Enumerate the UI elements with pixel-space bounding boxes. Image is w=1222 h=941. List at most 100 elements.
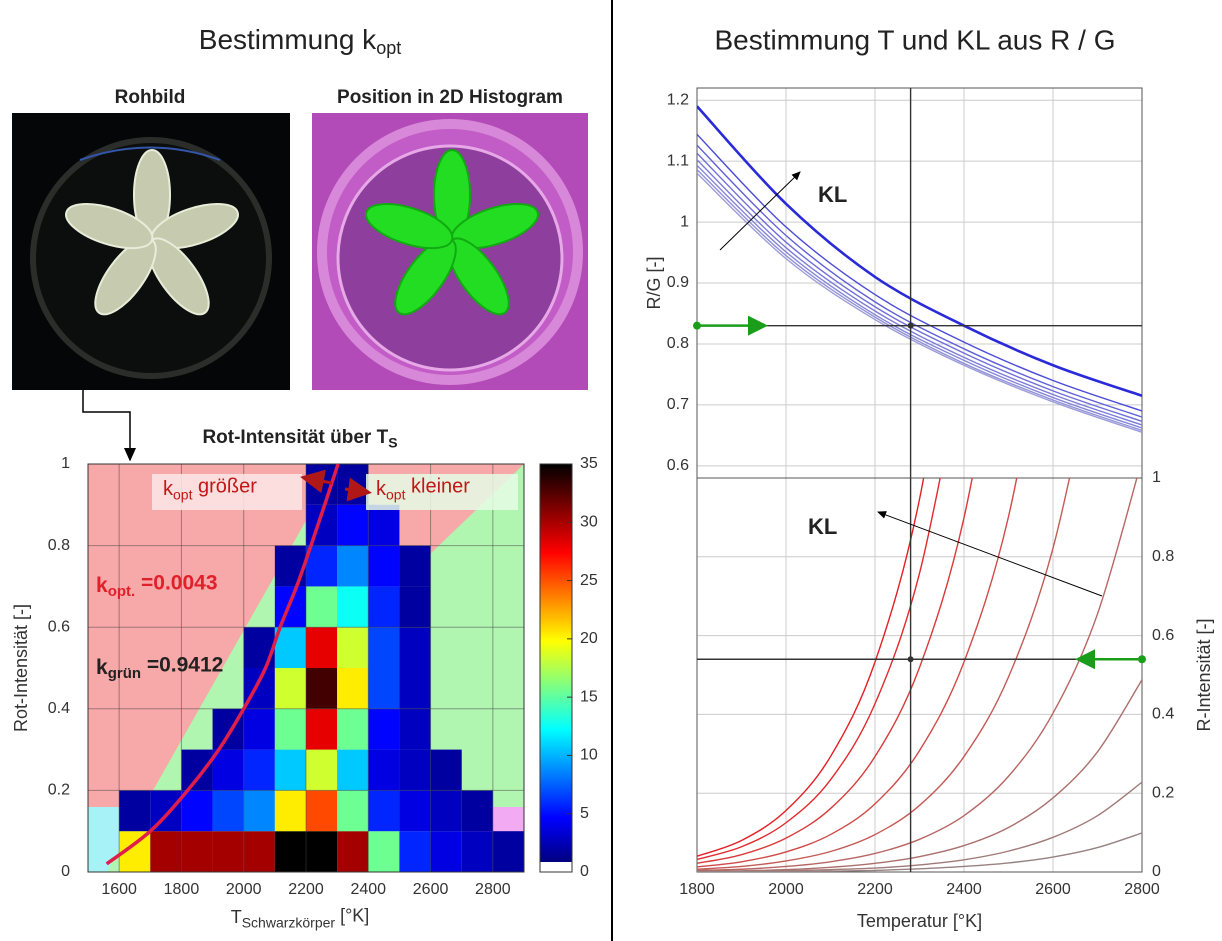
heat-cell: [337, 627, 369, 668]
x-tick-label: 2600: [413, 881, 449, 898]
subscript: opt: [376, 38, 401, 58]
x-tick-label: 1800: [164, 881, 200, 898]
annotation-arrow: [300, 469, 333, 494]
x-tick-label: 2200: [288, 881, 324, 898]
colorbar-tick-label: 30: [580, 514, 598, 531]
y-tick-label: 0: [1152, 863, 1161, 880]
y-tick-label: 0.8: [48, 537, 70, 554]
y-axis-label: R/G [-]: [644, 257, 664, 310]
heat-cell: [88, 790, 119, 831]
heat-cell: [244, 505, 275, 546]
heat-cell: [399, 505, 430, 546]
series-line: [697, 478, 1018, 868]
heat-cell: [337, 504, 369, 546]
heat-cell: [368, 545, 400, 587]
heat-cell: [368, 586, 400, 628]
y-tick-label: 0.6: [667, 457, 689, 474]
heat-cell: [337, 790, 369, 832]
heat-cell: [461, 831, 493, 872]
k-green-value: kgrün =0.9412: [96, 653, 223, 682]
heat-cell: [337, 668, 369, 709]
y-tick-label: 0.9: [667, 274, 689, 291]
x-tick-label: 2400: [946, 881, 982, 898]
heat-cell: [306, 749, 338, 791]
heat-cell: [493, 505, 524, 546]
right-title: Bestimmung T und KL aus R / G: [714, 24, 1115, 55]
heat-cell: [119, 464, 150, 505]
series-line: [697, 169, 1142, 432]
y-tick-label: 0.8: [1152, 548, 1174, 565]
subscript: opt.: [108, 583, 136, 600]
heat-cell: [274, 831, 306, 872]
heat-cell: [274, 790, 306, 832]
y2-axis-label: R-Intensität [-]: [1194, 618, 1214, 731]
series-line: [697, 478, 1138, 872]
series-line: [697, 144, 1142, 418]
y-tick-label: 0.2: [1152, 784, 1174, 801]
heat-cell: [368, 668, 400, 709]
heat-cell: [274, 749, 306, 791]
y-tick-label: 0.8: [667, 335, 689, 352]
series-line: [697, 152, 1142, 422]
heat-cell: [368, 504, 400, 546]
x-tick-label: 2400: [350, 881, 386, 898]
series-line: [697, 164, 1142, 429]
heat-cell: [212, 831, 244, 872]
heat-cell: [493, 668, 524, 709]
heat-cell: [274, 545, 306, 587]
left-title: Bestimmung kopt: [199, 24, 401, 58]
heat-cell: [492, 831, 524, 872]
heat-cell: [399, 627, 431, 668]
heat-cell: [274, 627, 306, 668]
colorbar-tick-label: 10: [580, 747, 598, 764]
leaf: [65, 203, 154, 250]
heat-cell: [306, 708, 338, 750]
subscript: S: [388, 434, 397, 450]
heat-cell: [399, 586, 431, 628]
heat-cell: [243, 708, 275, 750]
y-tick-label: 0: [61, 863, 70, 880]
heat-cell: [337, 545, 369, 587]
raw-image: [12, 113, 290, 390]
heat-cell: [88, 709, 119, 750]
heat-cell: [431, 627, 462, 668]
k-opt-value: kopt. =0.0043: [96, 571, 218, 600]
series-line: [697, 159, 1142, 426]
heat-cell: [399, 831, 431, 872]
series-line: [697, 478, 941, 861]
heat-cell: [181, 790, 213, 832]
heat-cell: [431, 709, 462, 750]
text-part: =0.0043: [135, 571, 217, 594]
heat-cell: [462, 668, 493, 709]
heat-cell: [274, 708, 306, 750]
heat-cell: [181, 505, 212, 546]
heat-cell: [119, 750, 150, 791]
heat-cell: [493, 709, 524, 750]
subscript: opt: [386, 486, 406, 502]
series-line: [697, 478, 973, 865]
plant: [65, 149, 239, 316]
y-tick-label: 1: [680, 213, 689, 230]
colorbar-tick-label: 20: [580, 630, 598, 647]
heat-cell: [306, 668, 338, 709]
heat-cell: [399, 545, 431, 587]
series-line: [697, 478, 1071, 870]
image-label: Rohbild: [115, 87, 186, 108]
y-tick-label: 1.1: [667, 152, 689, 169]
heat-cell: [493, 750, 524, 791]
intersection: [907, 322, 914, 329]
heat-cell: [368, 708, 400, 750]
heat-cell: [212, 749, 244, 791]
heat-cell: [119, 709, 150, 750]
colorbar-zero: [540, 862, 572, 872]
x-tick-label: 2200: [857, 881, 893, 898]
heat-cell: [119, 505, 150, 546]
annotation-box: [152, 474, 302, 510]
heat-cell: [150, 831, 182, 872]
subscript: Schwarzkörper: [242, 914, 336, 930]
heat-cell: [431, 546, 462, 587]
colorbar: [540, 464, 572, 862]
heat-cell: [243, 790, 275, 832]
